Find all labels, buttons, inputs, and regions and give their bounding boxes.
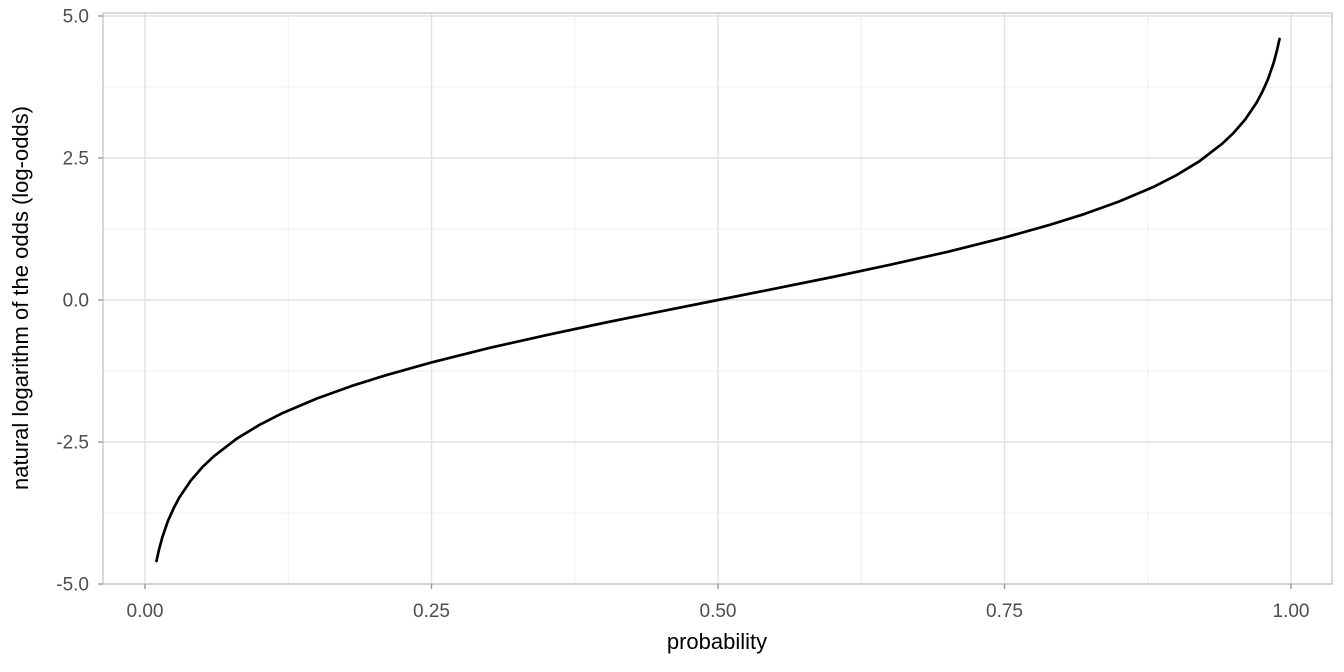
logit-curve-line xyxy=(155,37,1281,563)
x-axis-tick-labels: 0.00 0.25 0.50 0.75 1.00 xyxy=(127,601,1310,622)
x-tick-label: 0.25 xyxy=(413,601,450,622)
y-tick-label: 5.0 xyxy=(63,7,89,28)
x-tick-label: 0.00 xyxy=(127,601,164,622)
x-axis-title: probability xyxy=(667,629,767,654)
y-axis-tick-labels: 5.0 2.5 0.0 -2.5 -5.0 xyxy=(56,7,89,596)
x-tick-label: 0.50 xyxy=(700,601,737,622)
axis-tick-marks xyxy=(98,15,1292,589)
y-tick-label: -2.5 xyxy=(56,433,89,454)
y-tick-label: -5.0 xyxy=(56,575,89,596)
x-tick-label: 0.75 xyxy=(986,601,1023,622)
y-axis-title: natural logarithm of the odds (log-odds) xyxy=(8,106,33,490)
y-tick-label: 0.0 xyxy=(63,291,89,312)
y-tick-label: 2.5 xyxy=(63,149,89,170)
x-tick-label: 1.00 xyxy=(1273,601,1310,622)
